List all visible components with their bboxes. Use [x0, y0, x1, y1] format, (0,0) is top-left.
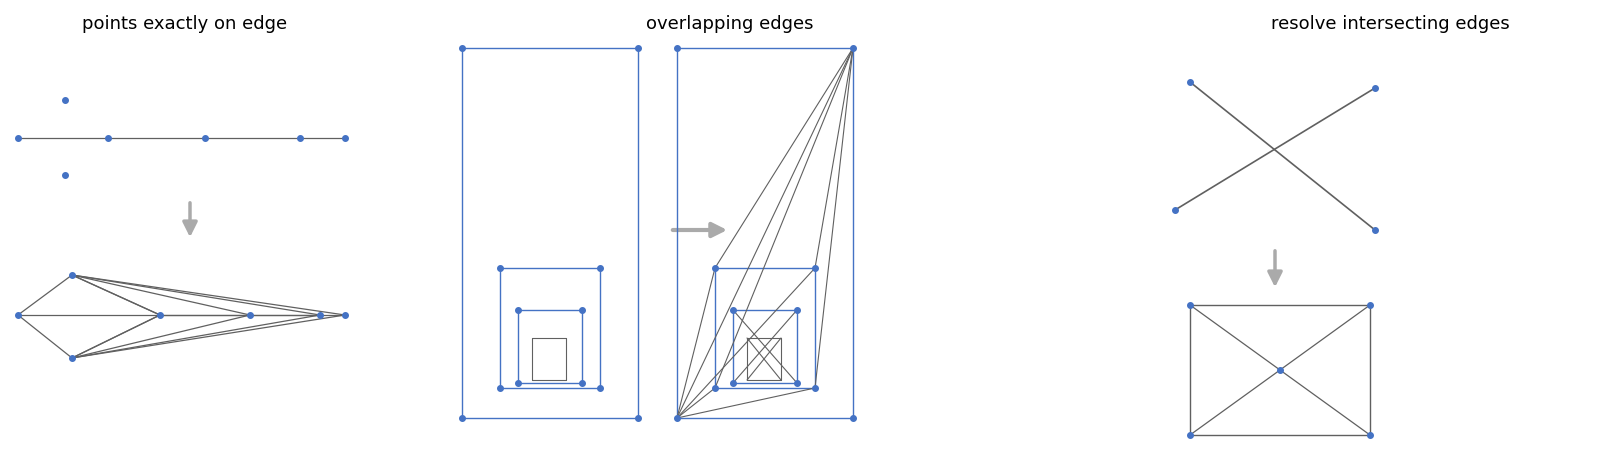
Text: points exactly on edge: points exactly on edge [82, 15, 288, 33]
Text: overlapping edges: overlapping edges [647, 15, 814, 33]
Text: resolve intersecting edges: resolve intersecting edges [1271, 15, 1509, 33]
